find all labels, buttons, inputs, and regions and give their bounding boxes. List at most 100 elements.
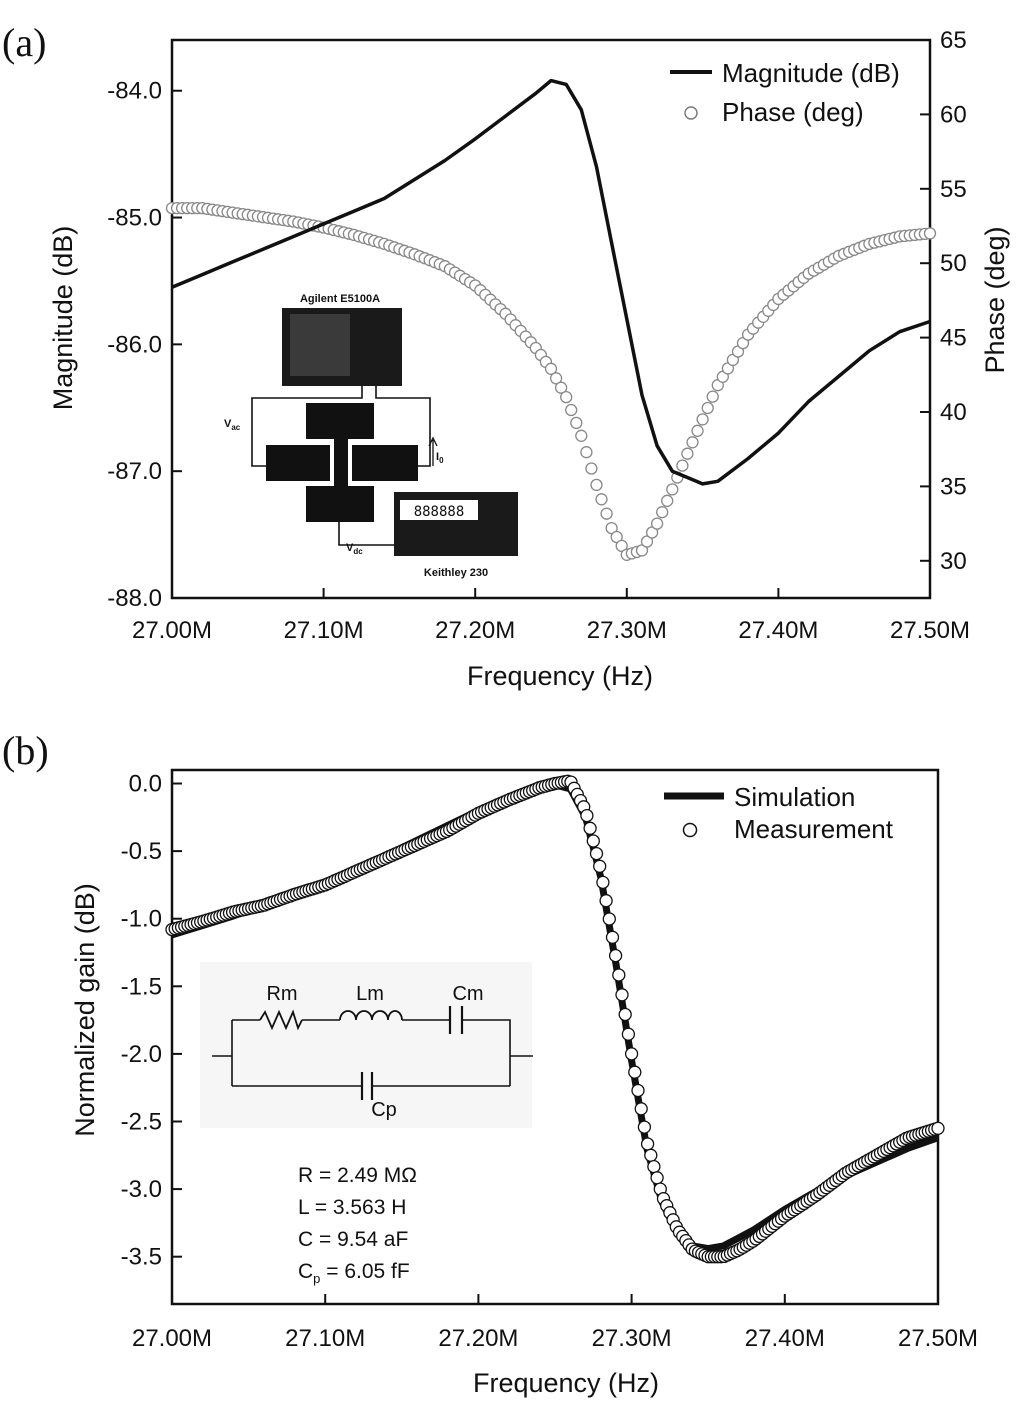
panel-a: (a) 27.00M 27.10M 27.20M 27.30M 27.40M 27.50M… xyxy=(2,20,1010,691)
y2-tick-label: 50 xyxy=(940,250,967,277)
phase-marker xyxy=(696,413,709,426)
panel-a-label: (a) xyxy=(2,20,46,65)
measurement-marker xyxy=(599,894,613,908)
phase-marker xyxy=(585,462,598,475)
measurement-marker xyxy=(631,1083,645,1098)
x-tick-label: 27.10M xyxy=(285,1325,365,1352)
y-tick-label: -2.0 xyxy=(121,1041,162,1068)
measurement-marker xyxy=(628,1065,642,1079)
cp-label: Cp xyxy=(371,1099,397,1121)
phase-marker xyxy=(640,535,654,548)
phase-marker xyxy=(666,483,679,496)
y2-tick-label: 35 xyxy=(940,473,967,500)
circuit-wires xyxy=(212,1019,533,1087)
measurement-marker xyxy=(644,1148,658,1162)
phase-marker xyxy=(701,401,714,415)
phase-marker xyxy=(560,390,573,404)
panel-a-y2-axis-label: Phase (deg) xyxy=(980,226,1010,373)
y-tick-label: -85.0 xyxy=(107,205,162,232)
resonator-right-electrode xyxy=(352,445,418,481)
phase-marker xyxy=(590,478,603,492)
x-tick-label: 27.40M xyxy=(738,617,818,644)
legend-simulation-label: Simulation xyxy=(734,782,855,812)
model-parameters: R = 2.49 MΩ L = 3.563 H C = 9.54 aF Cp =… xyxy=(298,1164,417,1286)
phase-marker xyxy=(565,403,578,417)
phase-marker xyxy=(681,447,694,460)
x-tick-label: 27.50M xyxy=(890,617,970,644)
param-l: L = 3.563 H xyxy=(298,1196,406,1219)
phase-marker xyxy=(686,436,699,449)
current-arrow xyxy=(428,436,438,466)
y-tick-label: -86.0 xyxy=(107,331,162,358)
magnitude-line xyxy=(171,78,931,486)
measurement-marker xyxy=(605,930,620,944)
y-tick-label: -2.5 xyxy=(121,1108,162,1135)
equivalent-circuit-inset: Rm Lm Cm Cp xyxy=(200,962,533,1128)
legend-phase-marker xyxy=(684,106,698,120)
y-tick-label: -3.5 xyxy=(121,1244,162,1271)
panel-a-x-axis-label: Frequency (Hz) xyxy=(467,661,653,691)
resistor-rm xyxy=(259,1009,303,1031)
panel-a-frame xyxy=(170,38,932,600)
legend-phase-label: Phase (deg) xyxy=(722,97,864,127)
phase-marker xyxy=(676,459,689,472)
x-tick-label: 27.40M xyxy=(745,1325,825,1352)
measurement-marker xyxy=(586,834,600,848)
measurement-marker xyxy=(618,1007,632,1022)
measurement-marker xyxy=(580,808,594,823)
resonator-top-pad xyxy=(306,403,374,439)
rm-label: Rm xyxy=(266,983,297,1005)
y2-tick-label: 30 xyxy=(940,548,967,575)
panel-b-legend: Simulation Measurement xyxy=(664,782,894,844)
cm-label: Cm xyxy=(452,983,483,1005)
y2-tick-label: 60 xyxy=(940,101,967,128)
phase-marker xyxy=(923,227,937,240)
network-analyzer-screen xyxy=(290,314,350,376)
x-tick-label: 27.30M xyxy=(587,617,667,644)
panel-b: (b) 27.00M 27.10M 27.20M 27.30M 27.40M 27.50M… xyxy=(2,728,978,1398)
y2-tick-label: 65 xyxy=(940,27,967,54)
phase-marker xyxy=(549,372,563,385)
measurement-marker xyxy=(615,988,629,1002)
x-tick-label: 27.50M xyxy=(898,1325,978,1352)
measurement-setup-inset: Agilent E5100A Vac I0 Vdc 888888 Keithle… xyxy=(224,293,518,579)
x-tick-label: 27.20M xyxy=(435,617,515,644)
panel-b-series xyxy=(165,774,945,1264)
panel-b-y-ticks: 0.0 -0.5 -1.0 -1.5 -2.0 -2.5 -3.0 -3.5 xyxy=(121,771,182,1271)
phase-marker xyxy=(595,493,608,506)
panel-a-x-ticks: 27.00M 27.10M 27.20M 27.30M 27.40M 27.50M xyxy=(132,588,970,644)
y-tick-label: -1.0 xyxy=(121,906,162,933)
measurement-marker xyxy=(596,875,610,890)
param-cp: Cp = 6.05 fF xyxy=(298,1260,410,1286)
y-tick-label: -3.0 xyxy=(121,1176,162,1203)
measurement-marker xyxy=(612,968,626,982)
resonator-bottom-pad xyxy=(306,486,374,522)
param-c: C = 9.54 aF xyxy=(298,1228,408,1251)
network-analyzer-label: Agilent E5100A xyxy=(300,293,380,305)
y-tick-label: -84.0 xyxy=(107,78,162,105)
y2-tick-label: 45 xyxy=(940,325,967,352)
panel-b-frame xyxy=(170,768,940,1306)
panel-b-y-axis-label: Normalized gain (dB) xyxy=(70,883,100,1137)
circuit-background xyxy=(200,962,532,1128)
y2-tick-label: 55 xyxy=(940,176,967,203)
measurement-marker xyxy=(624,1047,639,1061)
measurement-marker xyxy=(650,1171,664,1185)
v-ac-label: Vac xyxy=(224,418,241,432)
measurement-marker xyxy=(637,1120,652,1134)
y-tick-label: 0.0 xyxy=(129,771,162,798)
panel-a-legend: Magnitude (dB) Phase (deg) xyxy=(670,58,900,127)
panel-b-x-ticks: 27.00M 27.10M 27.20M 27.30M 27.40M 27.50M xyxy=(132,1294,978,1352)
lm-label: Lm xyxy=(356,983,384,1005)
panel-a-y-axis-label: Magnitude (dB) xyxy=(48,226,78,411)
phase-marker xyxy=(650,517,664,530)
x-tick-label: 27.20M xyxy=(438,1325,518,1352)
x-tick-label: 27.10M xyxy=(284,617,364,644)
measurement-marker xyxy=(647,1159,661,1174)
phase-marker xyxy=(580,446,593,459)
source-meter-display xyxy=(400,500,478,520)
y-tick-label: -1.5 xyxy=(121,973,162,1000)
inductor-lm xyxy=(339,1010,403,1021)
phase-marker xyxy=(600,507,613,520)
y-tick-label: -87.0 xyxy=(107,458,162,485)
